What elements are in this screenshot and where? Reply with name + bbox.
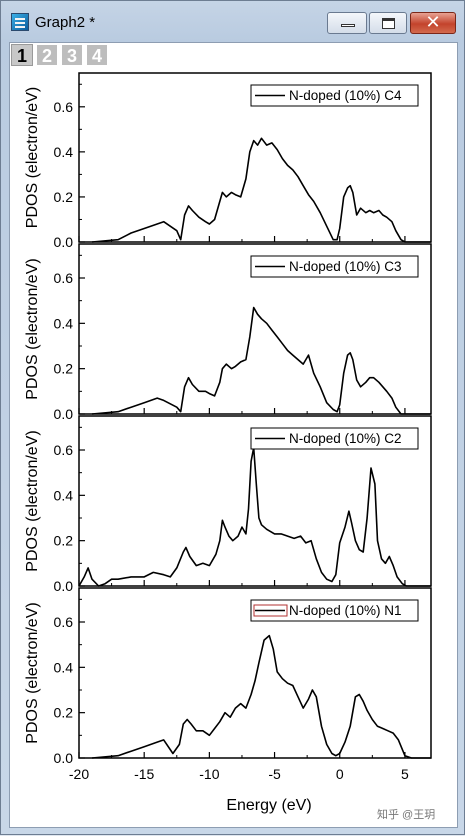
plot-frame-2 [78, 243, 432, 415]
layer-tab-1[interactable]: 1 [11, 44, 33, 66]
y-tick-label: 0.2 [54, 533, 74, 549]
x-tick-label: -15 [134, 766, 154, 782]
y-axis-label: PDOS (electron/eV) [24, 87, 41, 228]
pdos-line [91, 137, 431, 243]
x-tick-label: -5 [268, 766, 281, 782]
y-axis-label: PDOS (electron/eV) [24, 258, 41, 399]
y-tick-label: 0.4 [54, 144, 74, 160]
x-axis-label: Energy (eV) [226, 797, 311, 814]
layer-tab-4[interactable]: 4 [86, 44, 108, 66]
y-tick-label: 0.4 [54, 659, 74, 675]
x-tick-label: 0 [336, 766, 344, 782]
legend-label: N-doped (10%) N1 [289, 603, 402, 618]
pdos-line [91, 634, 431, 759]
plot-frame-1 [78, 72, 432, 243]
y-tick-label: 0.2 [54, 189, 74, 205]
plot-frame-4 [78, 587, 432, 759]
legend-box [250, 427, 419, 450]
y-tick-label: 0.6 [54, 99, 74, 115]
layer-tab-3[interactable]: 3 [61, 44, 83, 66]
y-tick-label: 0.2 [54, 705, 74, 721]
legend-box [250, 599, 419, 622]
close-button[interactable]: ✕ [410, 12, 456, 34]
y-tick-label: 0.6 [54, 614, 74, 630]
x-tick-label: -10 [199, 766, 219, 782]
y-tick-label: 0.2 [54, 361, 74, 377]
maximize-button[interactable] [369, 12, 407, 34]
maximize-icon [382, 18, 395, 29]
watermark: 知乎 @王玥 [377, 809, 436, 821]
legend-box [250, 84, 419, 107]
close-icon: ✕ [425, 12, 441, 33]
minimize-button[interactable] [327, 12, 367, 34]
x-tick-label: -20 [69, 766, 89, 782]
legend-label: N-doped (10%) C3 [289, 259, 402, 274]
y-tick-label: 0.0 [54, 406, 74, 422]
minimize-icon [341, 24, 355, 27]
legend-box [250, 255, 419, 278]
title-bar[interactable]: Graph2 * ✕ [1, 1, 465, 41]
legend-swatch-border [253, 604, 288, 617]
y-tick-label: 0.6 [54, 442, 74, 458]
y-tick-label: 0.6 [54, 270, 74, 286]
legend-label: N-doped (10%) C4 [289, 88, 402, 103]
y-tick-label: 0.0 [54, 234, 74, 250]
y-tick-label: 0.0 [54, 578, 74, 594]
y-tick-label: 0.0 [54, 750, 74, 766]
y-tick-label: 0.4 [54, 315, 74, 331]
pdos-line [78, 446, 431, 587]
y-axis-label: PDOS (electron/eV) [24, 602, 41, 743]
layer-tab-2[interactable]: 2 [36, 44, 58, 66]
x-tick-label: 5 [401, 766, 409, 782]
window-title: Graph2 * [35, 14, 96, 31]
plot-frame-3 [78, 415, 432, 587]
pdos-line [91, 306, 431, 415]
y-tick-label: 0.4 [54, 487, 74, 503]
legend-label: N-doped (10%) C2 [289, 431, 402, 446]
y-axis-label: PDOS (electron/eV) [24, 430, 41, 571]
graph-window-icon[interactable] [11, 13, 29, 31]
